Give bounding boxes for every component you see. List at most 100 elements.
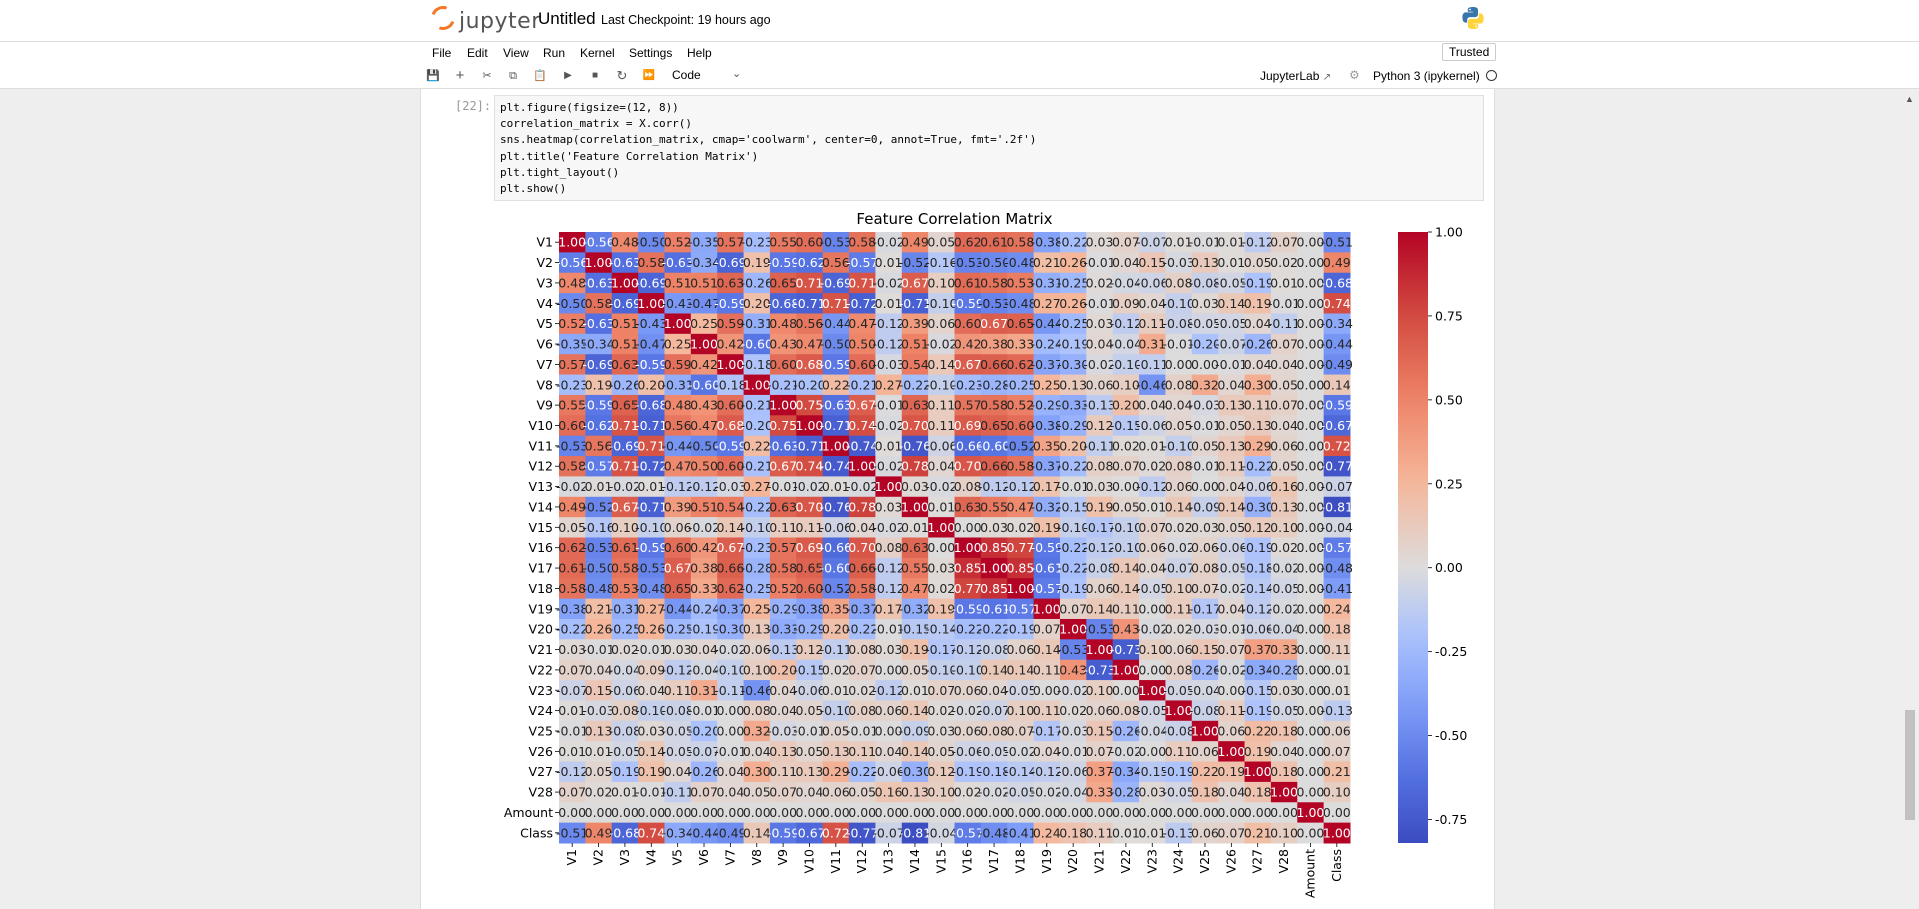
heatmap-cell xyxy=(664,720,692,742)
heatmap-cell xyxy=(769,374,797,396)
heatmap-cell xyxy=(1165,680,1193,701)
save-icon[interactable]: 💾 xyxy=(426,70,440,82)
heatmap-cell xyxy=(1007,476,1035,498)
jupyter-logo[interactable]: jupyter xyxy=(427,2,541,34)
heatmap-cell xyxy=(1191,741,1219,763)
cell-annotation: -0.60 xyxy=(820,561,852,576)
cell-annotation: 0.14 xyxy=(637,744,665,759)
cell-annotation: -0.31 xyxy=(609,601,641,616)
cell-annotation: 0.05 xyxy=(901,662,929,677)
cell-annotation: 0.56 xyxy=(664,418,692,433)
cell-annotation: -0.17 xyxy=(1083,520,1115,535)
menu-view[interactable]: View xyxy=(503,46,529,60)
cell-annotation: 0.04 xyxy=(1270,418,1298,433)
scrollbar-thumb[interactable] xyxy=(1905,710,1915,820)
cell-annotation: -0.05 xyxy=(1136,581,1168,596)
trusted-indicator[interactable]: Trusted xyxy=(1442,43,1497,61)
heatmap-cell xyxy=(1244,557,1272,579)
cell-annotation: -0.10 xyxy=(1110,357,1142,372)
menu-run[interactable]: Run xyxy=(543,46,566,60)
heatmap-cell xyxy=(585,394,613,416)
heatmap-cell xyxy=(875,537,903,559)
cell-annotation: 0.19 xyxy=(927,601,955,616)
cell-annotation: -0.44 xyxy=(661,601,693,616)
cell-annotation: 0.71 xyxy=(611,418,639,433)
heatmap-cell xyxy=(901,781,929,803)
paste-icon[interactable]: 📋 xyxy=(533,70,547,82)
cell-annotation: 0.03 xyxy=(1270,683,1298,698)
cell-annotation: 1.00 xyxy=(1244,764,1272,779)
heatmap-cell xyxy=(875,333,903,355)
cell-annotation: -0.34 xyxy=(661,825,693,840)
cell-annotation: 0.00 xyxy=(1165,805,1193,820)
menu-kernel[interactable]: Kernel xyxy=(580,46,615,60)
heatmap-cell xyxy=(875,802,903,824)
cell-annotation: 0.16 xyxy=(1270,479,1298,494)
cell-annotation: 0.02 xyxy=(954,785,982,800)
heatmap-cell xyxy=(1139,618,1166,640)
cell-annotation: 0.67 xyxy=(716,540,744,555)
stop-icon[interactable]: ■ xyxy=(591,70,599,81)
heatmap-cell xyxy=(822,496,850,518)
cell-annotation: -0.57 xyxy=(1004,601,1036,616)
cell-type-select[interactable]: Code ⌄ xyxy=(672,68,741,82)
cell-annotation: 0.05 xyxy=(1217,520,1245,535)
heatmap-cell xyxy=(1270,476,1298,498)
cell-annotation: -0.12 xyxy=(978,479,1010,494)
heatmap-cell xyxy=(690,822,718,844)
heatmap-cell xyxy=(1059,761,1087,783)
heatmap-cell xyxy=(611,802,639,824)
scroll-up-icon[interactable]: ▲ xyxy=(1905,94,1914,104)
heatmap-cell xyxy=(1033,618,1061,640)
cell-annotation: 0.67 xyxy=(980,316,1008,331)
cell-annotation: -0.10 xyxy=(1110,520,1142,535)
heatmap-cell xyxy=(1139,598,1166,620)
cut-icon[interactable]: ✂ xyxy=(482,70,492,82)
cell-annotation: -0.81 xyxy=(899,825,931,840)
kernel-name[interactable]: Python 3 (ipykernel) xyxy=(1373,69,1480,83)
cell-annotation: 0.67 xyxy=(664,561,692,576)
heatmap-cell xyxy=(928,781,955,803)
menu-file[interactable]: File xyxy=(432,46,452,60)
cell-annotation: 0.60 xyxy=(796,581,824,596)
run-icon[interactable]: ▶ xyxy=(564,70,572,81)
cell-annotation: -0.06 xyxy=(952,744,984,759)
heatmap-cell xyxy=(980,659,1008,681)
heatmap-cell xyxy=(901,415,929,437)
cell-annotation: 0.22 xyxy=(822,377,850,392)
cell-annotation: -0.25 xyxy=(1057,316,1089,331)
fast-forward-icon[interactable]: ⏩ xyxy=(642,70,656,81)
menu-edit[interactable]: Edit xyxy=(467,46,488,60)
heatmap-cell xyxy=(1112,741,1140,763)
heatmap-cell xyxy=(796,354,824,376)
cell-annotation: -0.44 xyxy=(1321,337,1353,352)
heatmap-cell xyxy=(901,680,929,701)
cell-annotation: 0.05 xyxy=(1270,459,1298,474)
copy-icon[interactable]: ⧉ xyxy=(509,70,517,82)
add-icon[interactable]: + xyxy=(455,67,465,84)
menu-settings[interactable]: Settings xyxy=(629,46,673,60)
heatmap-cell xyxy=(1323,781,1351,803)
cell-annotation: 0.02 xyxy=(848,683,876,698)
heatmap-cell xyxy=(822,374,850,396)
cell-annotation: 0.30 xyxy=(1244,377,1272,392)
cell-annotation: 1.00 xyxy=(1033,601,1061,616)
cell-annotation: 0.85 xyxy=(980,540,1008,555)
cell-annotation: 0.07 xyxy=(1033,622,1061,637)
heatmap-cell xyxy=(690,720,718,742)
heatmap-cell xyxy=(769,354,797,376)
cell-annotation: 0.00 xyxy=(1191,357,1219,372)
restart-icon[interactable]: ↻ xyxy=(616,68,628,83)
menu-help[interactable]: Help xyxy=(687,46,712,60)
settings-gear-icon[interactable]: ⚙ xyxy=(1349,68,1360,82)
jupyterlab-link[interactable]: JupyterLab ↗ xyxy=(1260,69,1331,83)
code-cell-input[interactable]: plt.figure(figsize=(12, 8)) correlation_… xyxy=(494,95,1484,201)
heatmap-cell xyxy=(954,680,982,701)
heatmap-cell xyxy=(1059,618,1087,640)
cell-annotation: 0.00 xyxy=(1244,805,1272,820)
heatmap-cell xyxy=(849,761,876,783)
heatmap-cell xyxy=(928,537,955,559)
cell-annotation: 0.06 xyxy=(954,723,982,738)
notebook-title[interactable]: Untitled xyxy=(538,9,596,28)
heatmap-cell xyxy=(743,578,771,600)
